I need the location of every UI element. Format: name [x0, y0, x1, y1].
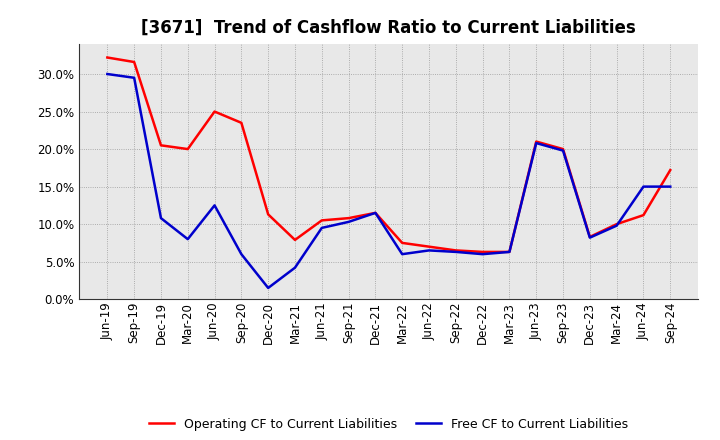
Operating CF to Current Liabilities: [612, 221, 621, 227]
Operating CF to Current Liabilities: [371, 210, 379, 216]
Free CF to Current Liabilities: [478, 252, 487, 257]
Free CF to Current Liabilities: [344, 219, 353, 224]
Operating CF to Current Liabilities: [559, 147, 567, 152]
Operating CF to Current Liabilities: [425, 244, 433, 249]
Operating CF to Current Liabilities: [103, 55, 112, 60]
Free CF to Current Liabilities: [639, 184, 648, 189]
Operating CF to Current Liabilities: [344, 216, 353, 221]
Free CF to Current Liabilities: [130, 75, 138, 81]
Free CF to Current Liabilities: [585, 235, 594, 240]
Free CF to Current Liabilities: [559, 148, 567, 153]
Free CF to Current Liabilities: [318, 225, 326, 231]
Free CF to Current Liabilities: [425, 248, 433, 253]
Operating CF to Current Liabilities: [478, 249, 487, 255]
Operating CF to Current Liabilities: [130, 59, 138, 65]
Title: [3671]  Trend of Cashflow Ratio to Current Liabilities: [3671] Trend of Cashflow Ratio to Curren…: [141, 19, 636, 37]
Operating CF to Current Liabilities: [666, 168, 675, 173]
Free CF to Current Liabilities: [505, 249, 514, 255]
Operating CF to Current Liabilities: [210, 109, 219, 114]
Operating CF to Current Liabilities: [505, 249, 514, 255]
Free CF to Current Liabilities: [157, 216, 166, 221]
Operating CF to Current Liabilities: [451, 248, 460, 253]
Free CF to Current Liabilities: [398, 252, 407, 257]
Free CF to Current Liabilities: [371, 210, 379, 216]
Operating CF to Current Liabilities: [157, 143, 166, 148]
Free CF to Current Liabilities: [264, 285, 272, 290]
Operating CF to Current Liabilities: [237, 120, 246, 125]
Operating CF to Current Liabilities: [532, 139, 541, 144]
Operating CF to Current Liabilities: [291, 237, 300, 242]
Free CF to Current Liabilities: [451, 249, 460, 255]
Operating CF to Current Liabilities: [264, 212, 272, 217]
Free CF to Current Liabilities: [103, 71, 112, 77]
Line: Free CF to Current Liabilities: Free CF to Current Liabilities: [107, 74, 670, 288]
Free CF to Current Liabilities: [532, 140, 541, 146]
Free CF to Current Liabilities: [210, 203, 219, 208]
Operating CF to Current Liabilities: [585, 234, 594, 239]
Free CF to Current Liabilities: [237, 252, 246, 257]
Free CF to Current Liabilities: [612, 223, 621, 228]
Operating CF to Current Liabilities: [398, 240, 407, 246]
Operating CF to Current Liabilities: [318, 218, 326, 223]
Legend: Operating CF to Current Liabilities, Free CF to Current Liabilities: Operating CF to Current Liabilities, Fre…: [144, 413, 634, 436]
Free CF to Current Liabilities: [666, 184, 675, 189]
Line: Operating CF to Current Liabilities: Operating CF to Current Liabilities: [107, 58, 670, 252]
Free CF to Current Liabilities: [184, 237, 192, 242]
Free CF to Current Liabilities: [291, 265, 300, 270]
Operating CF to Current Liabilities: [184, 147, 192, 152]
Operating CF to Current Liabilities: [639, 213, 648, 218]
